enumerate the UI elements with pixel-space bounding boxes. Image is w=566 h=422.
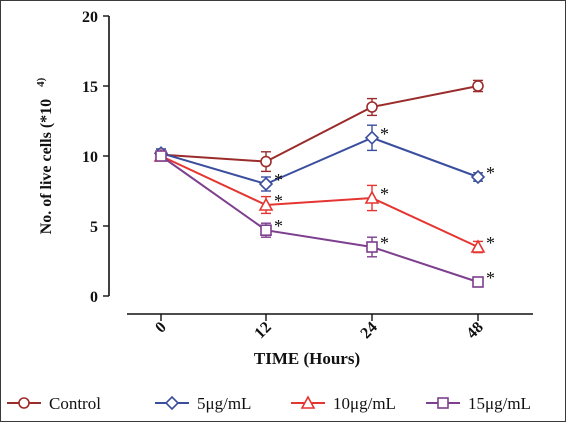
- significance-star: *: [486, 233, 495, 253]
- legend-item-2: 10μg/mL: [291, 394, 396, 413]
- y-ticks: 0 5 10 15 20: [82, 9, 109, 306]
- data-point: [472, 80, 484, 92]
- significance-star: *: [274, 191, 283, 211]
- y-tick-label: 5: [90, 219, 98, 236]
- data-point: [364, 190, 380, 204]
- series-line: [160, 136, 479, 186]
- data-point: [364, 130, 380, 145]
- significance-star: *: [380, 124, 389, 144]
- legend-marker: [300, 395, 316, 409]
- x-tick-label: 48: [463, 319, 486, 342]
- legend-item-1: 5μg/mL: [155, 394, 251, 413]
- plot-area: **** *****: [153, 79, 495, 288]
- x-tick-label: 0: [152, 319, 170, 337]
- series-3: ***: [155, 150, 495, 288]
- x-tick-label: 12: [251, 319, 274, 342]
- data-point: [472, 276, 484, 288]
- y-tick-label: 10: [82, 149, 98, 166]
- series-line: [160, 155, 479, 283]
- x-tick-label: 24: [357, 319, 380, 342]
- data-point: [260, 224, 272, 236]
- x-axis-label: TIME (Hours): [254, 349, 360, 368]
- legend-label: 15μg/mL: [468, 394, 531, 413]
- legend-marker: [437, 397, 449, 409]
- series-line: [160, 85, 479, 163]
- legend-label: 5μg/mL: [197, 394, 251, 413]
- significance-star: *: [486, 163, 495, 183]
- legend-item-0: Control: [7, 394, 101, 413]
- legend-marker: [164, 395, 180, 411]
- data-point: [260, 155, 272, 168]
- y-axis-label: No. of live cells (*10: [38, 99, 55, 235]
- significance-star: *: [274, 216, 283, 236]
- svg-text:No. of live cells (*10: No. of live cells (*10 4): [35, 77, 55, 234]
- series-0: [155, 79, 484, 173]
- series-2: * **: [153, 148, 495, 254]
- y-tick-label: 20: [82, 9, 98, 26]
- y-axis-label-exponent: 4): [35, 77, 47, 87]
- significance-star: *: [486, 268, 495, 288]
- legend-label: 10μg/mL: [333, 394, 396, 413]
- significance-star: *: [274, 170, 283, 190]
- y-tick-label: 0: [90, 289, 98, 306]
- x-ticks: 0 12 24 48: [152, 314, 487, 342]
- y-tick-label: 15: [82, 79, 98, 96]
- data-point: [258, 176, 274, 192]
- legend-item-3: 15μg/mL: [426, 394, 531, 413]
- legend-marker: [18, 397, 30, 409]
- y-axis-label-group: No. of live cells (*10 4): [35, 77, 55, 234]
- significance-star: *: [380, 233, 389, 253]
- data-point: [470, 169, 486, 185]
- series-line: [160, 155, 479, 248]
- data-point: [258, 197, 274, 211]
- data-point: [366, 101, 378, 113]
- data-point: [155, 150, 167, 162]
- data-point: [470, 239, 486, 253]
- data-point: [366, 241, 378, 253]
- legend-label: Control: [49, 394, 101, 413]
- legend: Control 5μg/mL 10μg/mL 15μg/mL: [7, 394, 531, 413]
- significance-star: *: [380, 184, 389, 204]
